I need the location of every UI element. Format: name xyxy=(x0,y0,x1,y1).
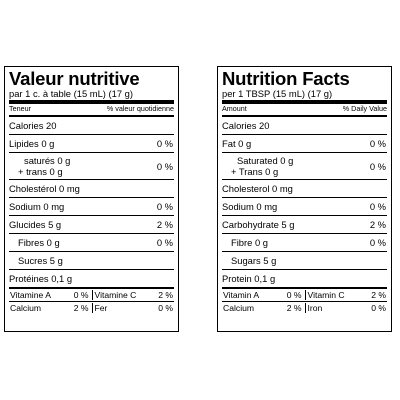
fibre-pct: 0 % xyxy=(156,237,173,248)
vitamin-a-cell: Vitamine A 0 % xyxy=(9,290,90,300)
saturated-label: saturés 0 g + trans 0 g xyxy=(9,155,70,177)
row-protein: Protein 0,1 g xyxy=(222,269,387,287)
fat-pct: 0 % xyxy=(156,138,173,149)
carbohydrate-label: Carbohydrate 5 g xyxy=(222,219,295,230)
sodium-label: Sodium 0 mg xyxy=(9,201,65,212)
carbohydrate-pct: 2 % xyxy=(156,219,173,230)
row-saturated: Saturated 0 g + Trans 0 g 0 % xyxy=(222,152,387,179)
calcium-pct: 2 % xyxy=(73,303,89,313)
sodium-label: Sodium 0 mg xyxy=(222,201,278,212)
row-sodium: Sodium 0 mg 0 % xyxy=(9,197,174,215)
fat-pct: 0 % xyxy=(369,138,386,149)
divider-thick xyxy=(222,100,387,104)
saturated-line: Saturated 0 g xyxy=(237,155,294,166)
row-sugars: Sucres 5 g xyxy=(9,251,174,269)
protein-label: Protein 0,1 g xyxy=(222,273,276,284)
row-fat: Fat 0 g 0 % xyxy=(222,134,387,152)
vitamin-row: Vitamine A 0 % Vitamine C 2 % xyxy=(9,287,174,301)
sugars-label: Sucres 5 g xyxy=(18,255,63,266)
panel-title: Valeur nutritive xyxy=(9,68,140,89)
header-daily-value: % Daily Value xyxy=(342,104,387,113)
english-nutrition-panel: Nutrition Facts per 1 TBSP (15 mL) (17 g… xyxy=(217,66,392,332)
serving-size: par 1 c. à table (15 mL) (17 g) xyxy=(9,88,134,99)
vitamin-a-cell: Vitamin A 0 % xyxy=(222,290,303,300)
trans-line: + Trans 0 g xyxy=(231,166,279,177)
protein-label: Protéines 0,1 g xyxy=(9,273,73,284)
iron-cell: Fer 0 % xyxy=(91,303,175,313)
vitamin-a-pct: 0 % xyxy=(73,290,89,300)
column-header: Amount % Daily Value xyxy=(222,104,387,115)
calcium-cell: Calcium 2 % xyxy=(9,303,90,313)
vitamin-row: Vitamin A 0 % Vitamin C 2 % xyxy=(222,287,387,301)
iron-label: Iron xyxy=(307,303,323,313)
row-protein: Protéines 0,1 g xyxy=(9,269,174,287)
calcium-label: Calcium xyxy=(10,303,42,313)
calcium-pct: 2 % xyxy=(286,303,302,313)
iron-pct: 0 % xyxy=(158,303,173,313)
fibre-pct: 0 % xyxy=(369,237,386,248)
sugars-label: Sugars 5 g xyxy=(231,255,277,266)
vitamin-c-pct: 2 % xyxy=(158,290,173,300)
row-cholesterol: Cholesterol 0 mg xyxy=(222,179,387,197)
sodium-pct: 0 % xyxy=(156,201,173,212)
vitamin-c-cell: Vitamine C 2 % xyxy=(91,290,175,300)
divider xyxy=(222,115,387,117)
header-amount: Teneur xyxy=(9,104,31,113)
vitamin-a-label: Vitamine A xyxy=(10,290,51,300)
vitamin-a-pct: 0 % xyxy=(286,290,302,300)
vitamin-a-label: Vitamin A xyxy=(223,290,260,300)
cholesterol-label: Cholesterol 0 mg xyxy=(222,183,293,194)
iron-cell: Iron 0 % xyxy=(304,303,388,313)
row-fibre: Fibre 0 g 0 % xyxy=(222,233,387,251)
row-saturated: saturés 0 g + trans 0 g 0 % xyxy=(9,152,174,179)
row-fibre: Fibres 0 g 0 % xyxy=(9,233,174,251)
divider xyxy=(9,115,174,117)
carbohydrate-pct: 2 % xyxy=(369,219,386,230)
mineral-row: Calcium 2 % Iron 0 % xyxy=(222,301,387,314)
fat-label: Fat 0 g xyxy=(222,138,252,149)
calcium-cell: Calcium 2 % xyxy=(222,303,303,313)
divider-thick xyxy=(9,100,174,104)
row-calories: Calories 20 xyxy=(9,117,174,134)
vitamin-c-cell: Vitamin C 2 % xyxy=(304,290,388,300)
fibre-label: Fibres 0 g xyxy=(18,237,60,248)
row-carbohydrate: Glucides 5 g 2 % xyxy=(9,215,174,233)
iron-label: Fer xyxy=(94,303,108,313)
row-sugars: Sugars 5 g xyxy=(222,251,387,269)
fibre-label: Fibre 0 g xyxy=(231,237,268,248)
row-fat: Lipides 0 g 0 % xyxy=(9,134,174,152)
vitamin-c-label: Vitamine C xyxy=(94,290,137,300)
saturated-label: Saturated 0 g + Trans 0 g xyxy=(222,155,293,177)
column-header: Teneur % valeur quotidienne xyxy=(9,104,174,115)
vitamin-c-pct: 2 % xyxy=(371,290,386,300)
row-calories: Calories 20 xyxy=(222,117,387,134)
saturated-line: saturés 0 g xyxy=(24,155,71,166)
french-nutrition-panel: Valeur nutritive par 1 c. à table (15 mL… xyxy=(4,66,179,332)
mineral-row: Calcium 2 % Fer 0 % xyxy=(9,301,174,314)
saturated-pct: 0 % xyxy=(156,160,173,172)
carbohydrate-label: Glucides 5 g xyxy=(9,219,62,230)
row-cholesterol: Cholestérol 0 mg xyxy=(9,179,174,197)
calories-label: Calories 20 xyxy=(222,120,270,131)
row-sodium: Sodium 0 mg 0 % xyxy=(222,197,387,215)
saturated-pct: 0 % xyxy=(369,160,386,172)
trans-line: + trans 0 g xyxy=(18,166,63,177)
header-daily-value: % valeur quotidienne xyxy=(106,104,174,113)
cholesterol-label: Cholestérol 0 mg xyxy=(9,183,80,194)
calcium-label: Calcium xyxy=(223,303,255,313)
iron-pct: 0 % xyxy=(371,303,386,313)
header-amount: Amount xyxy=(222,104,247,113)
fat-label: Lipides 0 g xyxy=(9,138,55,149)
row-carbohydrate: Carbohydrate 5 g 2 % xyxy=(222,215,387,233)
sodium-pct: 0 % xyxy=(369,201,386,212)
serving-size: per 1 TBSP (15 mL) (17 g) xyxy=(222,88,333,99)
panel-title: Nutrition Facts xyxy=(222,68,350,89)
calories-label: Calories 20 xyxy=(9,120,57,131)
vitamin-c-label: Vitamin C xyxy=(307,290,345,300)
